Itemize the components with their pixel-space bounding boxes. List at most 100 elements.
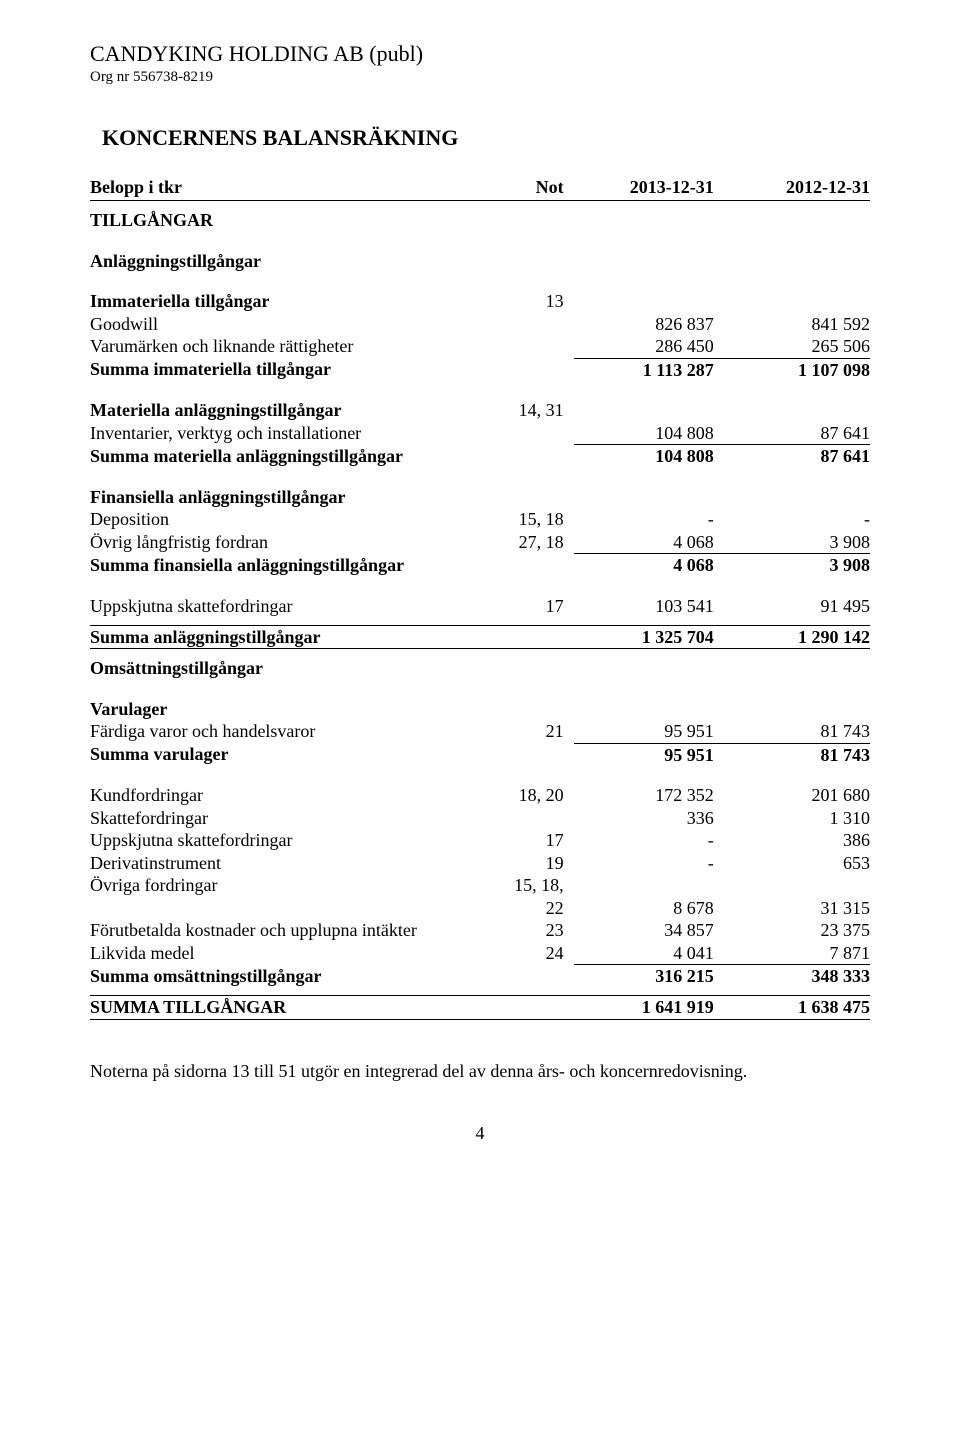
heading-row: Omsättningstillgångar <box>90 657 870 680</box>
cell-not: 13 <box>464 290 573 313</box>
cell-label: Summa materiella anläggningstillgångar <box>90 445 464 468</box>
cell-y2 <box>722 874 870 897</box>
total-row: SUMMA TILLGÅNGAR 1 641 919 1 638 475 <box>90 996 870 1019</box>
cell-label: Inventarier, verktyg och installationer <box>90 422 464 445</box>
cell-y1: 1 113 287 <box>574 358 722 381</box>
data-row: Färdiga varor och handelsvaror 21 95 951… <box>90 720 870 743</box>
col-header-label: Belopp i tkr <box>90 176 464 201</box>
cell-y2: 3 908 <box>722 531 870 554</box>
cell-not: 21 <box>464 720 573 743</box>
cell-not <box>464 422 573 445</box>
cell-y1: 95 951 <box>574 743 722 766</box>
cell-y2: 1 290 142 <box>722 626 870 649</box>
data-row: Övriga fordringar 15, 18, <box>90 874 870 897</box>
footnote-text: Noterna på sidorna 13 till 51 utgör en i… <box>90 1060 870 1083</box>
sum-row: Summa anläggningstillgångar 1 325 704 1 … <box>90 626 870 649</box>
cell-y1: 95 951 <box>574 720 722 743</box>
cell-label: Övrig långfristig fordran <box>90 531 464 554</box>
cell-y1: 103 541 <box>574 595 722 618</box>
cell-y2: 81 743 <box>722 720 870 743</box>
cell-label: Deposition <box>90 508 464 531</box>
cell-y1: 286 450 <box>574 335 722 358</box>
subheading-row: Finansiella anläggningstillgångar <box>90 486 870 509</box>
cell-label: Övriga fordringar <box>90 874 464 897</box>
cell-y2: 31 315 <box>722 897 870 920</box>
cell-y1: 1 641 919 <box>574 996 722 1019</box>
cell-y1: 104 808 <box>574 445 722 468</box>
sum-row: Summa finansiella anläggningstillgångar … <box>90 554 870 577</box>
cell-not <box>464 335 573 358</box>
subheading-row: Materiella anläggningstillgångar 14, 31 <box>90 399 870 422</box>
cell-label: Summa omsättningstillgångar <box>90 965 464 988</box>
cell-y2: 1 107 098 <box>722 358 870 381</box>
cell-label: SUMMA TILLGÅNGAR <box>90 996 464 1019</box>
cell-y1: 8 678 <box>574 897 722 920</box>
cell-y1: - <box>574 829 722 852</box>
cell-not: 17 <box>464 829 573 852</box>
cell-not: 18, 20 <box>464 784 573 807</box>
page-number: 4 <box>90 1122 870 1145</box>
cell-y2: 87 641 <box>722 422 870 445</box>
cell-not: 15, 18, <box>464 874 573 897</box>
sum-row: Summa immateriella tillgångar 1 113 287 … <box>90 358 870 381</box>
section-title: KONCERNENS BALANSRÄKNING <box>102 124 870 152</box>
cell-y2: 348 333 <box>722 965 870 988</box>
data-row: Förutbetalda kostnader och upplupna intä… <box>90 919 870 942</box>
cell-y2: 81 743 <box>722 743 870 766</box>
balance-sheet-table: Belopp i tkr Not 2013-12-31 2012-12-31 T… <box>90 176 870 1020</box>
data-row: Övrig långfristig fordran 27, 18 4 068 3… <box>90 531 870 554</box>
cell-not <box>464 807 573 830</box>
subheading-finansiella: Finansiella anläggningstillgångar <box>90 486 464 509</box>
cell-not: 23 <box>464 919 573 942</box>
cell-label: Summa varulager <box>90 743 464 766</box>
subheading-materiella: Materiella anläggningstillgångar <box>90 399 464 422</box>
cell-label: Likvida medel <box>90 942 464 965</box>
col-header-year2: 2012-12-31 <box>722 176 870 201</box>
cell-label: Uppskjutna skattefordringar <box>90 829 464 852</box>
cell-y2: - <box>722 508 870 531</box>
cell-label: Uppskjutna skattefordringar <box>90 595 464 618</box>
company-name: CANDYKING HOLDING AB (publ) <box>90 40 870 68</box>
cell-y1: 316 215 <box>574 965 722 988</box>
subheading-immateriella: Immateriella tillgångar <box>90 290 464 313</box>
cell-y2: 91 495 <box>722 595 870 618</box>
cell-y1: 4 041 <box>574 942 722 965</box>
cell-label: Förutbetalda kostnader och upplupna intä… <box>90 919 464 942</box>
org-number: Org nr 556738-8219 <box>90 68 870 87</box>
cell-not: 24 <box>464 942 573 965</box>
cell-label <box>90 897 464 920</box>
cell-label: Derivatinstrument <box>90 852 464 875</box>
data-row: Goodwill 826 837 841 592 <box>90 313 870 336</box>
sum-row: Summa varulager 95 951 81 743 <box>90 743 870 766</box>
cell-y1: - <box>574 508 722 531</box>
heading-tillgangar: TILLGÅNGAR <box>90 209 464 232</box>
col-header-year1: 2013-12-31 <box>574 176 722 201</box>
cell-label: Kundfordringar <box>90 784 464 807</box>
cell-y1: 826 837 <box>574 313 722 336</box>
col-header-not: Not <box>464 176 573 201</box>
cell-not: 19 <box>464 852 573 875</box>
cell-label: Goodwill <box>90 313 464 336</box>
subheading-row: Varulager <box>90 698 870 721</box>
cell-y1: 4 068 <box>574 531 722 554</box>
data-row: Inventarier, verktyg och installationer … <box>90 422 870 445</box>
cell-y2: 3 908 <box>722 554 870 577</box>
heading-row: TILLGÅNGAR <box>90 209 870 232</box>
cell-y2: 386 <box>722 829 870 852</box>
sum-row: Summa omsättningstillgångar 316 215 348 … <box>90 965 870 988</box>
heading-omsattning: Omsättningstillgångar <box>90 657 464 680</box>
cell-y2: 1 310 <box>722 807 870 830</box>
cell-not: 27, 18 <box>464 531 573 554</box>
data-row: Deposition 15, 18 - - <box>90 508 870 531</box>
sum-row: Summa materiella anläggningstillgångar 1… <box>90 445 870 468</box>
page-header: CANDYKING HOLDING AB (publ) Org nr 55673… <box>90 40 870 86</box>
cell-label: Färdiga varor och handelsvaror <box>90 720 464 743</box>
cell-y2: 23 375 <box>722 919 870 942</box>
cell-y2: 265 506 <box>722 335 870 358</box>
cell-label: Summa finansiella anläggningstillgångar <box>90 554 464 577</box>
cell-not: 17 <box>464 595 573 618</box>
cell-y2: 841 592 <box>722 313 870 336</box>
cell-y1 <box>574 874 722 897</box>
cell-not: 14, 31 <box>464 399 573 422</box>
cell-not: 22 <box>464 897 573 920</box>
